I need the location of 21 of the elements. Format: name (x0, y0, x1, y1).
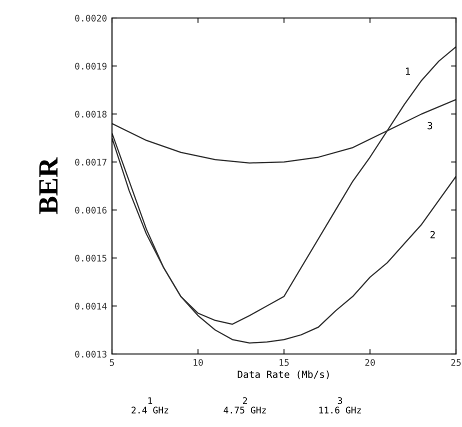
x-tick-label: 15 (280, 359, 289, 366)
y-tick-label: 0.0013 (75, 350, 106, 358)
y-axis-title: BER (39, 157, 58, 214)
x-tick-label: 25 (451, 359, 461, 366)
series-label: 3 (428, 122, 432, 130)
series-label: 2 (430, 231, 435, 238)
x-tick-label: 10 (194, 359, 203, 366)
series-label: 1 (406, 68, 410, 75)
y-tick-label: 0.0019 (75, 62, 107, 70)
y-tick-label: 0.0016 (75, 206, 107, 214)
y-tick-label: 0.0020 (75, 14, 107, 22)
y-tick-label: 0.0017 (75, 158, 106, 166)
text: 2 4.75 GHz (224, 397, 266, 414)
y-tick-label: 0.0018 (75, 110, 107, 118)
text: 3 11.6 GHz (319, 397, 361, 414)
y-tick-label: 0.0014 (75, 302, 107, 310)
text: 1 2.4 GHz (132, 397, 168, 414)
x-tick-label: 20 (365, 359, 375, 366)
y-tick-label: 0.0015 (75, 254, 106, 262)
x-axis-title: Data Rate (Mb/s) (238, 370, 329, 380)
x-tick-label: 5 (110, 359, 114, 366)
